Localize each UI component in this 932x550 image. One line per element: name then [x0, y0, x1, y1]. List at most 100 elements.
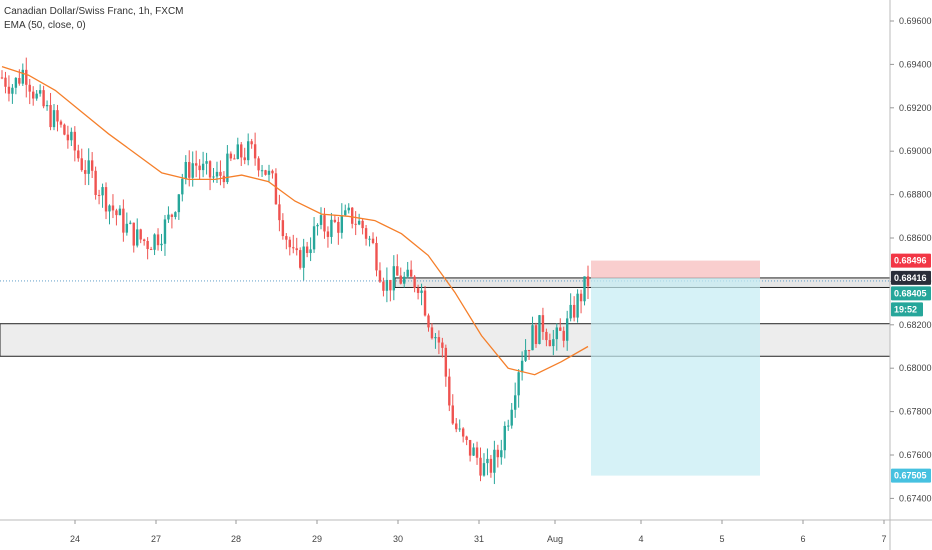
candle-body [260, 170, 264, 172]
short-position-tool[interactable] [591, 260, 760, 476]
candle-body [513, 395, 517, 410]
price-tick-label: 0.68200 [899, 320, 932, 330]
candle-body [430, 327, 434, 339]
candle-body [548, 340, 552, 347]
time-axis[interactable]: 24 27 28 29 30 31 Aug 4 5 6 7 [0, 519, 932, 544]
candle-body [236, 144, 239, 159]
candle-body [84, 170, 87, 174]
candle-body [194, 163, 198, 166]
symbol-title[interactable]: Canadian Dollar/Swiss Franc, 1h, FXCM [4, 6, 184, 17]
candle-body [420, 290, 423, 293]
candle-body [292, 247, 295, 249]
candle-body [104, 187, 108, 212]
candle-body [572, 304, 576, 318]
candle-body [312, 226, 316, 250]
candle-body [70, 131, 73, 141]
time-tick-label: 5 [719, 534, 724, 544]
price-badge [891, 253, 931, 268]
price-badge-label: 0.67505 [894, 471, 927, 481]
candle-body [493, 449, 496, 473]
chart-legend: Canadian Dollar/Swiss Franc, 1h, FXCM EM… [4, 5, 184, 33]
candle-body [243, 157, 246, 161]
candle-body [188, 161, 191, 178]
candle-body [340, 215, 344, 233]
candle-body [538, 315, 541, 345]
candles [0, 57, 590, 485]
candle-body [285, 236, 288, 240]
candle-body [156, 234, 160, 246]
candle-body [586, 276, 590, 287]
candle-body [111, 205, 115, 211]
candle-body [118, 208, 122, 216]
candle-body [403, 276, 406, 284]
price-tick-label: 0.67600 [899, 450, 932, 460]
candle-body [35, 93, 38, 99]
candle-body [229, 153, 233, 159]
price-tick-label: 0.69600 [899, 16, 932, 26]
candle-body [496, 449, 500, 458]
candle-body [579, 293, 583, 302]
candle-body [406, 269, 409, 277]
time-tick-label: 29 [312, 534, 322, 544]
candle-body [295, 248, 298, 251]
ema-line [1, 65, 589, 376]
candle-body [59, 121, 63, 125]
candle-body [7, 86, 11, 94]
time-tick-label: 6 [800, 534, 805, 544]
candle-body [392, 266, 396, 291]
candle-body [482, 463, 486, 476]
candle-body [344, 210, 347, 216]
candle-body [520, 360, 524, 373]
price-tick-label: 0.68800 [899, 190, 932, 200]
ema-indicator-label[interactable]: EMA (50, close, 0) [4, 20, 86, 31]
candle-body [534, 325, 538, 345]
candle-body [181, 178, 184, 195]
candle-body [177, 194, 181, 213]
candle-body [226, 153, 229, 183]
candle-body [583, 276, 586, 302]
price-badge [891, 302, 923, 317]
price-tick-label: 0.69000 [899, 146, 932, 156]
time-tick-label: 28 [231, 534, 241, 544]
price-badge-label: 0.68405 [894, 288, 927, 298]
candle-body [399, 275, 402, 284]
candle-body [108, 205, 111, 212]
price-tick-label: 0.68600 [899, 233, 932, 243]
candle-body [555, 327, 558, 340]
candle-body [569, 304, 572, 319]
candle-body [257, 158, 260, 171]
candle-body [281, 220, 285, 237]
candle-body [368, 238, 371, 240]
price-badge-label: 0.68496 [894, 256, 927, 266]
candle-body [4, 77, 7, 87]
candle-body [330, 219, 333, 237]
candle-body [115, 210, 118, 216]
candle-body [354, 223, 357, 225]
candle-body [125, 223, 129, 233]
price-badge [891, 270, 931, 285]
candle-body [63, 124, 66, 135]
candle-body [409, 269, 413, 277]
candle-body [441, 342, 444, 348]
candle-body [357, 220, 361, 225]
candle-body [139, 229, 142, 240]
candle-body [132, 222, 135, 246]
candle-body [468, 439, 472, 456]
candle-body [212, 176, 215, 178]
candle-body [267, 170, 271, 175]
price-axis[interactable]: 0.69600 0.69400 0.69200 0.69000 0.68800 0.686… [889, 0, 932, 550]
candle-body [233, 158, 236, 160]
candle-body [347, 207, 350, 211]
candle-body [18, 77, 21, 84]
price-tick-label: 0.67400 [899, 493, 932, 503]
candle-body [101, 187, 104, 196]
candle-body [167, 214, 170, 220]
candle-body [434, 337, 437, 339]
candle-body [361, 220, 364, 229]
candle-body [302, 246, 305, 268]
price-badge [891, 468, 931, 483]
candle-body [246, 141, 250, 161]
candle-body [545, 331, 548, 341]
candle-body [28, 84, 31, 92]
